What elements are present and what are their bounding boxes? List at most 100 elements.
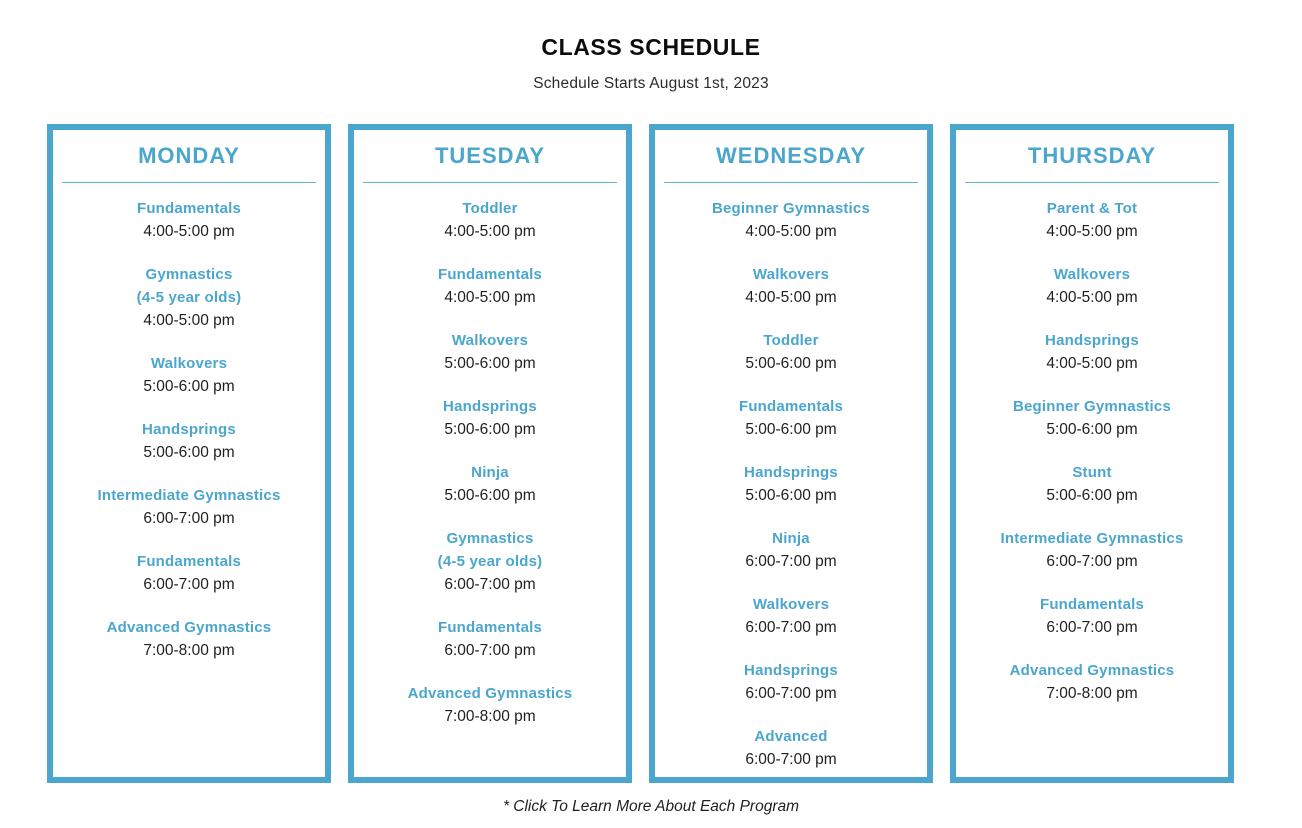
class-name-link[interactable]: Handsprings	[744, 662, 838, 679]
day-heading: MONDAY	[138, 143, 240, 168]
day-column-wednesday: WEDNESDAY Beginner Gymnastics 4:00-5:00 p…	[649, 124, 933, 783]
class-time: 6:00-7:00 pm	[745, 553, 837, 570]
day-divider	[965, 182, 1219, 183]
class-item: Walkovers 4:00-5:00 pm	[956, 263, 1228, 309]
class-time: 7:00-8:00 pm	[143, 642, 235, 659]
class-item: Fundamentals 4:00-5:00 pm	[354, 263, 626, 309]
class-time: 7:00-8:00 pm	[444, 708, 536, 725]
class-item: Intermediate Gymnastics 6:00-7:00 pm	[53, 484, 325, 530]
class-time: 6:00-7:00 pm	[1046, 619, 1138, 636]
class-time: 5:00-6:00 pm	[444, 421, 536, 438]
class-time: 4:00-5:00 pm	[1046, 223, 1138, 240]
class-time: 5:00-6:00 pm	[1046, 487, 1138, 504]
class-name-link[interactable]: Handsprings	[443, 398, 537, 415]
class-time: 5:00-6:00 pm	[143, 444, 235, 461]
class-time: 4:00-5:00 pm	[444, 289, 536, 306]
class-item: Handsprings 6:00-7:00 pm	[655, 659, 927, 705]
class-time: 5:00-6:00 pm	[444, 355, 536, 372]
class-item: Advanced Gymnastics 7:00-8:00 pm	[53, 616, 325, 662]
class-time: 4:00-5:00 pm	[1046, 289, 1138, 306]
class-item: Fundamentals 6:00-7:00 pm	[956, 593, 1228, 639]
class-item: Handsprings 5:00-6:00 pm	[655, 461, 927, 507]
class-name-link[interactable]: Handsprings	[744, 464, 838, 481]
class-name-link[interactable]: Advanced Gymnastics	[106, 619, 272, 636]
class-item: Ninja 5:00-6:00 pm	[354, 461, 626, 507]
day-heading: THURSDAY	[1027, 143, 1157, 168]
class-list: Toddler 4:00-5:00 pm Fundamentals 4:00-5:00…	[354, 197, 626, 728]
class-name-link[interactable]: Toddler	[462, 200, 518, 217]
day-column-monday: MONDAY Fundamentals 4:00-5:00 pm Gymnastic…	[47, 124, 331, 783]
class-name-link[interactable]: Intermediate Gymnastics	[97, 487, 281, 504]
class-name-link[interactable]: Handsprings	[1045, 332, 1139, 349]
class-name-link[interactable]: Fundamentals	[1039, 596, 1145, 613]
day-column-tuesday: TUESDAY Toddler 4:00-5:00 pm Fundamentals 4…	[348, 124, 632, 783]
class-name-link[interactable]: Stunt	[1072, 464, 1112, 481]
class-item: Advanced Gymnastics 7:00-8:00 pm	[956, 659, 1228, 705]
class-time: 5:00-6:00 pm	[745, 421, 837, 438]
class-name-link[interactable]: Advanced	[754, 728, 828, 745]
class-name-link[interactable]: Intermediate Gymnastics	[1000, 530, 1184, 547]
class-name-link[interactable]: Parent & Tot	[1046, 200, 1138, 217]
day-divider	[62, 182, 316, 183]
class-item: Walkovers 5:00-6:00 pm	[354, 329, 626, 375]
class-name-link[interactable]: Advanced Gymnastics	[1009, 662, 1175, 679]
class-name-link[interactable]: Gymnastics (4-5 year olds)	[437, 530, 543, 570]
class-item: Intermediate Gymnastics 6:00-7:00 pm	[956, 527, 1228, 573]
class-name-link[interactable]: Advanced Gymnastics	[407, 685, 573, 702]
class-item: Fundamentals 6:00-7:00 pm	[53, 550, 325, 596]
class-item: Ninja 6:00-7:00 pm	[655, 527, 927, 573]
footnote: * Click To Learn More About Each Program	[502, 798, 800, 815]
class-item: Handsprings 5:00-6:00 pm	[354, 395, 626, 441]
class-time: 4:00-5:00 pm	[745, 223, 837, 240]
schedule-columns: MONDAY Fundamentals 4:00-5:00 pm Gymnastic…	[0, 124, 1302, 783]
class-item: Walkovers 6:00-7:00 pm	[655, 593, 927, 639]
class-name-link[interactable]: Fundamentals	[738, 398, 844, 415]
class-time: 6:00-7:00 pm	[444, 642, 536, 659]
class-item: Gymnastics (4-5 year olds) 4:00-5:00 pm	[53, 263, 325, 332]
schedule-footer: * Click To Learn More About Each Program	[0, 797, 1302, 817]
day-heading: WEDNESDAY	[716, 143, 866, 168]
class-item: Advanced 6:00-7:00 pm	[655, 725, 927, 771]
class-time: 5:00-6:00 pm	[143, 378, 235, 395]
class-name-link[interactable]: Toddler	[763, 332, 819, 349]
class-name-link[interactable]: Fundamentals	[136, 553, 242, 570]
class-item: Beginner Gymnastics 4:00-5:00 pm	[655, 197, 927, 243]
class-item: Fundamentals 6:00-7:00 pm	[354, 616, 626, 662]
class-time: 6:00-7:00 pm	[143, 576, 235, 593]
class-name-link[interactable]: Beginner Gymnastics	[1012, 398, 1172, 415]
class-time: 6:00-7:00 pm	[745, 685, 837, 702]
class-name-link[interactable]: Walkovers	[752, 596, 830, 613]
class-list: Fundamentals 4:00-5:00 pm Gymnastics (4-5 y…	[53, 197, 325, 662]
class-item: Handsprings 5:00-6:00 pm	[53, 418, 325, 464]
class-time: 5:00-6:00 pm	[444, 487, 536, 504]
class-name-link[interactable]: Fundamentals	[437, 619, 543, 636]
class-name-link[interactable]: Fundamentals	[437, 266, 543, 283]
class-name-link[interactable]: Walkovers	[1053, 266, 1131, 283]
class-name-link[interactable]: Ninja	[772, 530, 810, 547]
class-name-link[interactable]: Beginner Gymnastics	[711, 200, 871, 217]
class-name-link[interactable]: Gymnastics (4-5 year olds)	[136, 266, 242, 306]
class-name-link[interactable]: Ninja	[471, 464, 509, 481]
class-item: Beginner Gymnastics 5:00-6:00 pm	[956, 395, 1228, 441]
page-title: CLASS SCHEDULE	[541, 34, 761, 60]
class-item: Handsprings 4:00-5:00 pm	[956, 329, 1228, 375]
page-subtitle: Schedule Starts August 1st, 2023	[533, 75, 769, 92]
schedule-header: CLASS SCHEDULE Schedule Starts August 1s…	[0, 0, 1302, 93]
class-name-link[interactable]: Walkovers	[451, 332, 529, 349]
class-item: Fundamentals 4:00-5:00 pm	[53, 197, 325, 243]
day-heading: TUESDAY	[434, 143, 546, 168]
class-time: 5:00-6:00 pm	[745, 355, 837, 372]
class-name-link[interactable]: Walkovers	[752, 266, 830, 283]
class-list: Parent & Tot 4:00-5:00 pm Walkovers 4:00-5:…	[956, 197, 1228, 705]
day-column-thursday: THURSDAY Parent & Tot 4:00-5:00 pm Walkove…	[950, 124, 1234, 783]
class-time: 4:00-5:00 pm	[143, 312, 235, 329]
class-item: Walkovers 5:00-6:00 pm	[53, 352, 325, 398]
class-time: 6:00-7:00 pm	[143, 510, 235, 527]
class-item: Stunt 5:00-6:00 pm	[956, 461, 1228, 507]
day-divider	[664, 182, 918, 183]
class-name-link[interactable]: Handsprings	[142, 421, 236, 438]
class-item: Toddler 4:00-5:00 pm	[354, 197, 626, 243]
class-name-link[interactable]: Fundamentals	[136, 200, 242, 217]
class-item: Gymnastics (4-5 year olds) 6:00-7:00 pm	[354, 527, 626, 596]
class-name-link[interactable]: Walkovers	[150, 355, 228, 372]
